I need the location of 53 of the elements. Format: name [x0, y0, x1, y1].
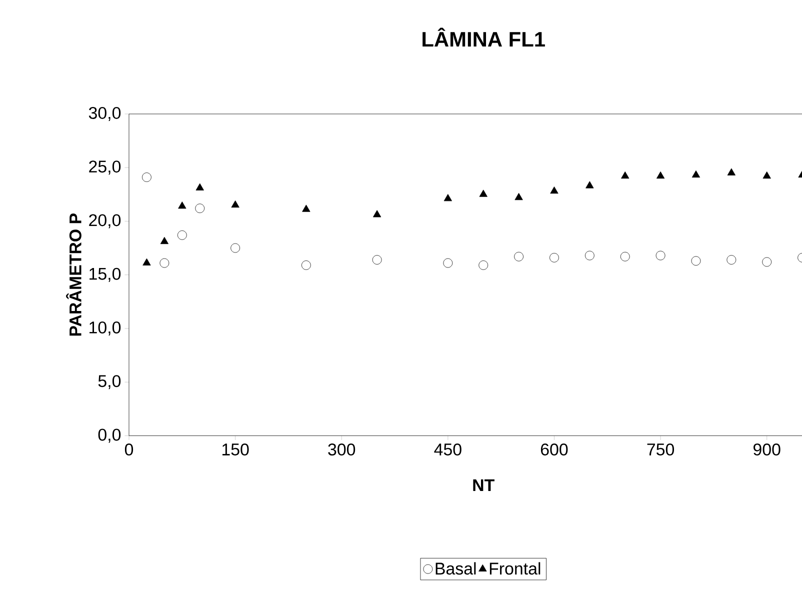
x-tick-label: 900	[754, 443, 780, 456]
point	[231, 200, 240, 208]
point	[196, 183, 204, 190]
point	[514, 192, 523, 200]
point	[514, 252, 524, 262]
x-tick-label: 600	[540, 443, 568, 456]
point	[301, 260, 311, 270]
point	[550, 253, 559, 262]
point	[444, 194, 452, 202]
point	[372, 255, 382, 265]
x-tick-label: 150	[222, 443, 249, 456]
point	[142, 258, 151, 266]
x-tick-label: 450	[434, 443, 462, 456]
point	[621, 171, 630, 179]
point	[443, 258, 453, 268]
point	[656, 250, 666, 260]
point	[727, 168, 736, 176]
point	[692, 170, 700, 178]
point	[691, 256, 701, 266]
point	[230, 243, 240, 253]
y-tick-label: 10,0	[90, 321, 121, 336]
x-tick-label: 0	[124, 443, 134, 456]
x-tick-label: 750	[647, 443, 674, 456]
point	[478, 260, 488, 270]
point	[762, 171, 771, 179]
point	[178, 202, 186, 209]
y-tick-label: 5,0	[98, 375, 121, 390]
point	[479, 190, 488, 197]
y-axis-title: PARÂMETRO P	[66, 213, 82, 336]
point	[160, 258, 170, 268]
point	[586, 181, 594, 188]
y-tick-label: 0,0	[98, 428, 121, 443]
y-tick-label: 20,0	[89, 214, 121, 228]
y-tick-label: 15,0	[90, 268, 121, 282]
x-axis-title: NT	[473, 479, 494, 491]
point	[620, 252, 630, 262]
x-tick-label: 300	[328, 443, 356, 456]
point	[177, 230, 187, 240]
legend-label: Frontal	[490, 562, 540, 575]
chart-title: LÂMINA FL1	[422, 28, 545, 47]
point	[584, 250, 594, 260]
point	[372, 210, 382, 218]
point	[726, 255, 736, 265]
point	[195, 204, 205, 214]
point	[762, 257, 772, 267]
point	[160, 236, 169, 244]
legend-label: Basal	[436, 562, 476, 575]
y-tick-label: 25,0	[89, 160, 121, 175]
point	[550, 186, 558, 194]
y-tick-label: 30,0	[88, 106, 121, 121]
point	[302, 204, 310, 212]
point	[656, 171, 665, 179]
point	[142, 172, 152, 182]
